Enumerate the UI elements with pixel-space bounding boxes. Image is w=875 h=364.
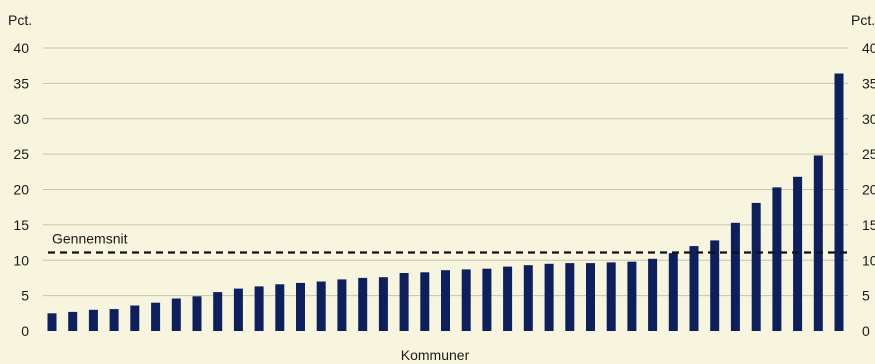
bar bbox=[586, 263, 595, 331]
bar bbox=[461, 269, 471, 331]
bar bbox=[233, 288, 243, 331]
y-axis-unit-left: Pct. bbox=[8, 12, 32, 28]
bars bbox=[47, 73, 844, 331]
y-tick-label-left: 40 bbox=[13, 40, 29, 56]
bar bbox=[420, 272, 430, 331]
bar bbox=[627, 261, 637, 331]
bar bbox=[47, 313, 57, 331]
x-axis-label: Kommuner bbox=[401, 347, 470, 363]
bar bbox=[730, 222, 740, 331]
bar bbox=[337, 279, 347, 331]
bar bbox=[648, 258, 658, 331]
bar bbox=[275, 284, 285, 331]
bar bbox=[399, 273, 409, 331]
y-tick-label-left: 5 bbox=[21, 288, 29, 304]
bar bbox=[378, 277, 388, 331]
y-tick-label-right: 5 bbox=[862, 288, 870, 304]
bar bbox=[130, 305, 140, 331]
bar bbox=[793, 176, 803, 331]
bar bbox=[296, 282, 305, 331]
y-tick-labels-right: 0 5 10 15 20 25 30 35 40 bbox=[862, 40, 875, 339]
bar bbox=[213, 292, 223, 331]
bar bbox=[689, 246, 699, 331]
y-tick-label-right: 10 bbox=[862, 252, 875, 268]
y-tick-label-left: 30 bbox=[13, 111, 29, 127]
bar bbox=[151, 302, 161, 331]
y-tick-label-right: 40 bbox=[862, 40, 875, 56]
bar bbox=[668, 253, 678, 331]
bar bbox=[441, 270, 450, 331]
bar bbox=[751, 202, 761, 331]
bar bbox=[68, 311, 78, 331]
bar bbox=[813, 155, 823, 331]
bar bbox=[772, 187, 782, 331]
y-tick-label-right: 15 bbox=[862, 217, 875, 233]
bar bbox=[834, 73, 844, 331]
y-tick-labels-left: 0 5 10 15 20 25 30 35 40 bbox=[13, 40, 29, 339]
bar bbox=[503, 266, 513, 331]
bar bbox=[710, 240, 720, 331]
y-tick-label-left: 35 bbox=[13, 75, 29, 91]
average-line-label: Gennemsnit bbox=[52, 230, 128, 246]
y-tick-label-left: 25 bbox=[13, 146, 29, 162]
y-tick-label-left: 0 bbox=[21, 323, 29, 339]
bar bbox=[109, 309, 119, 331]
y-tick-label-right: 30 bbox=[862, 111, 875, 127]
bar bbox=[606, 262, 616, 331]
bar bbox=[523, 265, 533, 331]
y-axis-unit-right: Pct. bbox=[851, 12, 875, 28]
bar bbox=[316, 281, 326, 331]
bar bbox=[192, 296, 202, 331]
bar bbox=[565, 263, 575, 331]
y-tick-label-right: 35 bbox=[862, 75, 875, 91]
y-tick-label-left: 15 bbox=[13, 217, 29, 233]
bar bbox=[544, 263, 554, 331]
bar bbox=[482, 268, 492, 331]
y-tick-label-right: 25 bbox=[862, 146, 875, 162]
y-tick-label-left: 10 bbox=[13, 252, 29, 268]
bar bbox=[88, 309, 98, 331]
y-tick-label-left: 20 bbox=[13, 182, 29, 198]
bar bbox=[254, 286, 264, 331]
bar bbox=[358, 277, 368, 331]
bar bbox=[171, 298, 181, 331]
gridlines bbox=[43, 47, 848, 297]
y-tick-label-right: 0 bbox=[862, 323, 870, 339]
y-tick-label-right: 20 bbox=[862, 182, 875, 198]
